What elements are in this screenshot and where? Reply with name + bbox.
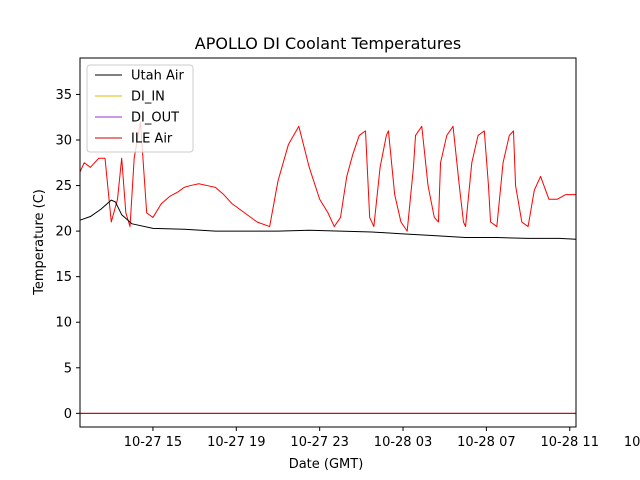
y-tick-label: 35 <box>55 88 72 103</box>
y-tick-label: 25 <box>55 179 72 194</box>
legend: Utah Air DI_IN DI_OUT ILE Air <box>86 64 194 153</box>
legend-box <box>86 64 194 153</box>
series-layer <box>79 121 577 414</box>
x-tick-label: 10-27 19 <box>207 435 265 450</box>
x-tick-label: 10-27 23 <box>290 435 348 450</box>
legend-label-utah-air: Utah Air <box>131 69 184 84</box>
y-tick-label: 0 <box>64 407 72 422</box>
y-tick-label: 20 <box>55 225 72 240</box>
series-line-utah-air <box>79 199 577 240</box>
x-tick-label: 10-28 07 <box>457 435 515 450</box>
plot-frame <box>79 57 577 428</box>
y-tick-label: 10 <box>55 316 72 331</box>
x-tick-label: 10-28 15 <box>624 435 640 450</box>
legend-label-ile-air: ILE Air <box>131 132 173 147</box>
y-axis-label: Temperature (C) <box>32 189 47 296</box>
legend-label-di-out: DI_OUT <box>131 111 179 126</box>
series-line-coolant <box>79 121 576 232</box>
y-axis: 0 5 10 15 20 25 30 35 <box>55 88 80 422</box>
x-tick-label: 10-27 15 <box>124 435 182 450</box>
chart-title: APOLLO DI Coolant Temperatures <box>195 34 461 53</box>
x-axis-label: Date (GMT) <box>289 457 364 472</box>
y-tick-label: 15 <box>55 270 72 285</box>
x-tick-label: 10-28 11 <box>541 435 599 450</box>
y-tick-label: 30 <box>55 134 72 149</box>
legend-label-di-in: DI_IN <box>131 90 165 105</box>
y-tick-label: 5 <box>64 361 72 376</box>
x-axis: 10-27 15 10-27 19 10-27 23 10-28 03 10-28 07… <box>124 427 640 450</box>
x-tick-label: 10-28 03 <box>374 435 432 450</box>
